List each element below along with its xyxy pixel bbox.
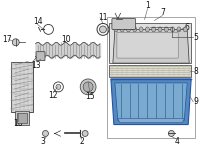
Circle shape xyxy=(82,131,88,136)
Circle shape xyxy=(168,131,174,136)
Text: 11: 11 xyxy=(98,13,108,22)
Text: 1: 1 xyxy=(145,1,150,10)
Text: 7: 7 xyxy=(160,8,165,17)
Circle shape xyxy=(80,79,96,95)
Ellipse shape xyxy=(139,27,143,32)
Bar xyxy=(107,16,195,138)
Text: 12: 12 xyxy=(49,91,58,100)
Ellipse shape xyxy=(164,27,168,32)
Ellipse shape xyxy=(171,27,175,32)
FancyBboxPatch shape xyxy=(117,32,178,58)
Polygon shape xyxy=(11,62,33,112)
Text: 17: 17 xyxy=(2,35,12,44)
FancyBboxPatch shape xyxy=(36,52,45,61)
Text: 3: 3 xyxy=(40,137,45,146)
Polygon shape xyxy=(115,83,187,121)
Polygon shape xyxy=(113,29,189,63)
Text: 5: 5 xyxy=(194,33,199,42)
Polygon shape xyxy=(111,79,191,125)
Ellipse shape xyxy=(183,27,187,32)
Circle shape xyxy=(56,84,61,89)
Text: 15: 15 xyxy=(85,92,95,101)
Text: 9: 9 xyxy=(194,97,199,106)
Ellipse shape xyxy=(158,27,162,32)
Circle shape xyxy=(83,82,93,92)
Circle shape xyxy=(100,26,106,33)
Text: 14: 14 xyxy=(33,17,42,26)
Text: 6: 6 xyxy=(185,23,190,32)
Circle shape xyxy=(43,131,48,136)
Bar xyxy=(109,24,191,63)
Bar xyxy=(17,113,27,123)
Circle shape xyxy=(12,39,19,46)
Ellipse shape xyxy=(177,27,181,32)
FancyBboxPatch shape xyxy=(112,19,136,29)
Ellipse shape xyxy=(114,27,118,32)
Text: 8: 8 xyxy=(194,67,199,76)
Text: 2: 2 xyxy=(80,137,85,146)
Bar xyxy=(109,65,191,77)
Polygon shape xyxy=(118,119,184,123)
Text: 13: 13 xyxy=(31,61,40,70)
Ellipse shape xyxy=(126,27,130,32)
Polygon shape xyxy=(15,111,29,125)
Text: 10: 10 xyxy=(61,35,71,44)
Ellipse shape xyxy=(152,27,156,32)
Ellipse shape xyxy=(133,27,137,32)
Ellipse shape xyxy=(120,27,124,32)
Ellipse shape xyxy=(145,27,149,32)
Text: 16: 16 xyxy=(13,119,23,128)
Text: 4: 4 xyxy=(175,137,180,146)
